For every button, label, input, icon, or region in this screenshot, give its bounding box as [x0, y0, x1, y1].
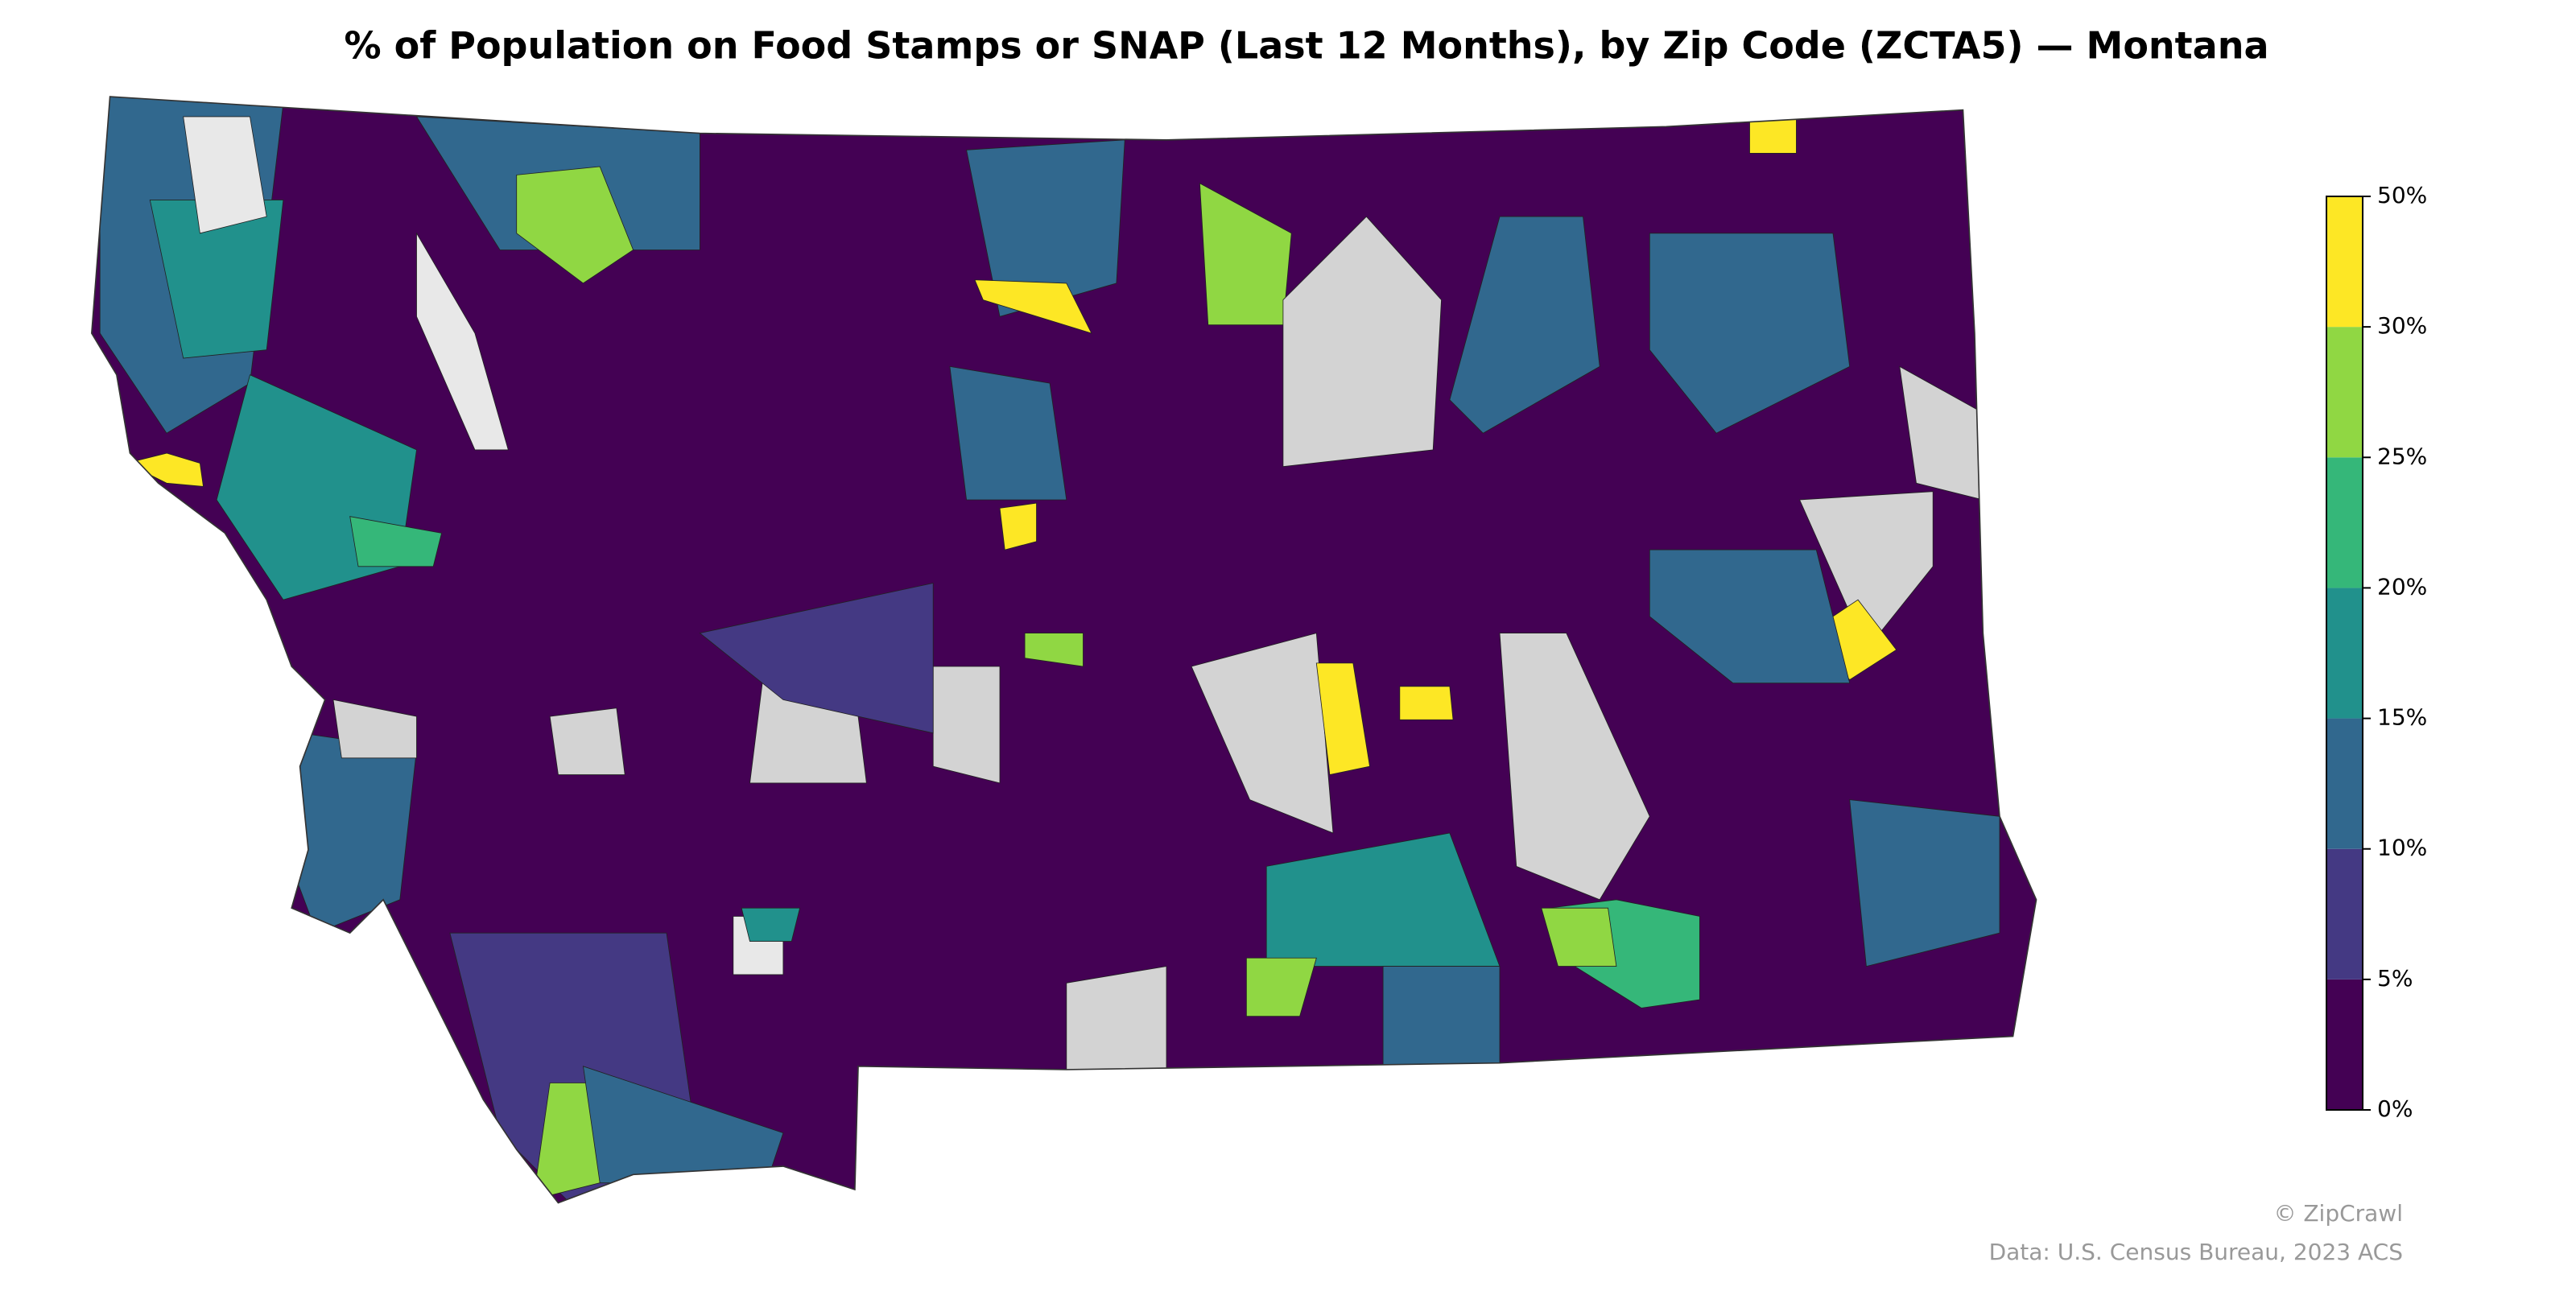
state-outline [91, 96, 2037, 1204]
zip-area [1499, 633, 1650, 901]
zip-area [1382, 966, 1501, 1067]
colorbar-tick-label: 30% [2377, 312, 2427, 339]
zip-area [741, 907, 801, 942]
zip-areas [91, 97, 2037, 1203]
zip-area [1449, 216, 1600, 434]
zip-area [1541, 907, 1617, 967]
zip-area [932, 666, 1001, 784]
zip-area [1399, 686, 1454, 720]
zip-area [126, 452, 204, 487]
zip-area [183, 116, 267, 234]
colorbar-segment [2326, 588, 2363, 719]
colorbar-segment [2326, 848, 2363, 980]
zip-area [949, 365, 1067, 501]
zip-area [966, 139, 1125, 317]
colorbar-tick-label: 10% [2377, 835, 2427, 861]
zip-area [516, 166, 634, 284]
zip-area [1798, 491, 1934, 651]
zip-area [699, 582, 934, 734]
colorbar-segment [2326, 457, 2363, 588]
colorbar-frame [2326, 196, 2363, 1111]
zip-area [1282, 216, 1442, 468]
zip-area [549, 707, 625, 775]
chart-title: % of Population on Food Stamps or SNAP (… [345, 24, 2269, 68]
credit: © ZipCrawl [2273, 1200, 2403, 1227]
zip-area [1191, 633, 1334, 834]
zip-area [1649, 233, 1851, 434]
colorbar-tick-label: 0% [2377, 1095, 2413, 1122]
colorbar: 0% 5% 10% 15% 20% 25% 30% 50% [2326, 182, 2427, 1122]
zip-area [1245, 957, 1317, 1017]
zip-area [1315, 662, 1371, 776]
zip-area [999, 502, 1037, 551]
colorbar-segment [2326, 327, 2363, 458]
state-map [91, 96, 2037, 1204]
zip-area [416, 232, 509, 451]
colorbar-tick-label: 5% [2377, 965, 2413, 992]
zip-area [332, 699, 417, 759]
colorbar-tick-label: 50% [2377, 182, 2427, 208]
colorbar-segment [2326, 979, 2363, 1110]
colorbar-segment [2326, 718, 2363, 849]
zip-area [349, 516, 443, 567]
zip-area [974, 279, 1092, 334]
zip-area [1849, 799, 2000, 967]
colorbar-tick-label: 20% [2377, 573, 2427, 600]
colorbar-tick-label: 25% [2377, 443, 2427, 469]
colorbar-segment [2326, 196, 2363, 328]
zip-area [1066, 966, 1167, 1075]
zip-area [1024, 633, 1084, 667]
zip-area [1649, 549, 1851, 684]
colorbar-tick-label: 15% [2377, 704, 2427, 731]
source: Data: U.S. Census Bureau, 2023 ACS [1989, 1239, 2403, 1265]
